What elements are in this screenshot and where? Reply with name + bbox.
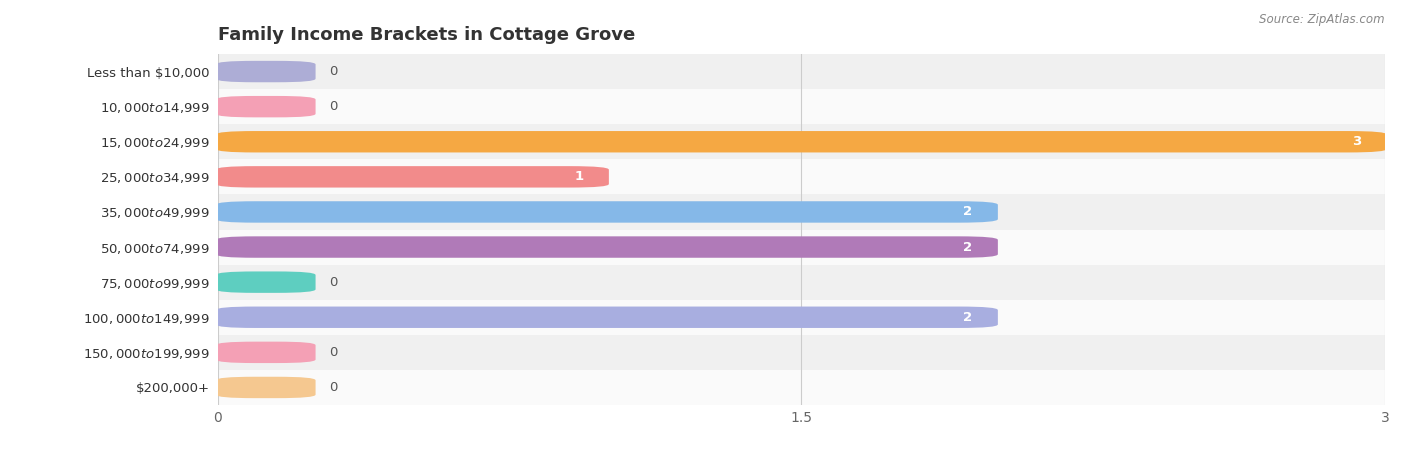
Text: 2: 2: [963, 311, 973, 324]
Text: 2: 2: [963, 206, 973, 218]
Bar: [218, 230, 1385, 265]
FancyBboxPatch shape: [217, 306, 998, 328]
Bar: [218, 89, 1385, 124]
Bar: [218, 124, 1385, 159]
Bar: [218, 265, 1385, 300]
Text: 0: 0: [329, 346, 337, 359]
Text: 0: 0: [329, 381, 337, 394]
FancyBboxPatch shape: [217, 236, 998, 258]
Text: 0: 0: [329, 100, 337, 113]
FancyBboxPatch shape: [217, 377, 315, 398]
FancyBboxPatch shape: [217, 166, 609, 188]
Bar: [218, 300, 1385, 335]
FancyBboxPatch shape: [217, 96, 315, 117]
Bar: [218, 370, 1385, 405]
Text: 1: 1: [575, 171, 583, 183]
Bar: [218, 159, 1385, 194]
FancyBboxPatch shape: [217, 131, 1386, 153]
Bar: [218, 54, 1385, 89]
FancyBboxPatch shape: [217, 61, 315, 82]
Bar: [218, 335, 1385, 370]
Text: 0: 0: [329, 276, 337, 288]
FancyBboxPatch shape: [217, 342, 315, 363]
Bar: [218, 194, 1385, 230]
Text: Source: ZipAtlas.com: Source: ZipAtlas.com: [1260, 14, 1385, 27]
Text: Family Income Brackets in Cottage Grove: Family Income Brackets in Cottage Grove: [218, 26, 636, 44]
Text: 0: 0: [329, 65, 337, 78]
Text: 3: 3: [1353, 135, 1361, 148]
Text: 2: 2: [963, 241, 973, 253]
FancyBboxPatch shape: [217, 271, 315, 293]
FancyBboxPatch shape: [217, 201, 998, 223]
